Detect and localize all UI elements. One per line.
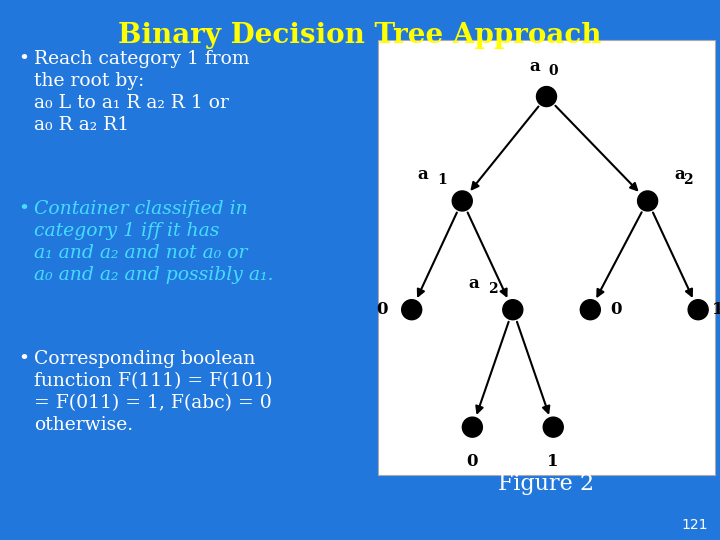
Text: 2: 2 [488,281,498,295]
Bar [378,40,715,475]
Text: a: a [418,166,428,184]
Text: 0: 0 [377,301,388,318]
Text: 0: 0 [467,454,478,470]
Text: Reach category 1 from: Reach category 1 from [34,50,250,68]
Text: a₀ L to a₁ R a₂ R 1 or: a₀ L to a₁ R a₂ R 1 or [34,94,229,112]
Text: function F(111) = F(101): function F(111) = F(101) [34,372,273,390]
Text: 2: 2 [683,173,693,187]
Text: 0: 0 [549,64,559,78]
Circle shape [402,300,422,320]
Text: 1: 1 [547,454,559,470]
Text: a₁ and a₂ and not a₀ or: a₁ and a₂ and not a₀ or [34,244,248,262]
Text: •: • [18,350,29,368]
Text: a₀ R a₂ R1: a₀ R a₂ R1 [34,116,129,134]
Text: a: a [529,58,540,75]
Text: Figure 2: Figure 2 [498,473,595,495]
Text: 0: 0 [611,301,622,318]
Text: •: • [18,200,29,218]
Circle shape [544,417,563,437]
Text: a: a [468,275,479,292]
Text: otherwise.: otherwise. [34,416,133,434]
Circle shape [536,86,557,106]
Circle shape [688,300,708,320]
Circle shape [503,300,523,320]
Text: •: • [18,50,29,68]
Text: a: a [675,166,685,184]
Text: 121: 121 [682,518,708,532]
Circle shape [580,300,600,320]
Text: Corresponding boolean: Corresponding boolean [34,350,256,368]
Text: a₀ and a₂ and possibly a₁.: a₀ and a₂ and possibly a₁. [34,266,274,284]
Circle shape [462,417,482,437]
Circle shape [452,191,472,211]
Text: the root by:: the root by: [34,72,144,90]
Text: 1: 1 [438,173,447,187]
Text: 1: 1 [711,301,720,318]
Text: category 1 iff it has: category 1 iff it has [34,222,220,240]
Text: Binary Decision Tree Approach: Binary Decision Tree Approach [118,22,602,49]
Text: = F(011) = 1, F(abc) = 0: = F(011) = 1, F(abc) = 0 [34,394,271,412]
Text: Container classified in: Container classified in [34,200,248,218]
Circle shape [638,191,657,211]
